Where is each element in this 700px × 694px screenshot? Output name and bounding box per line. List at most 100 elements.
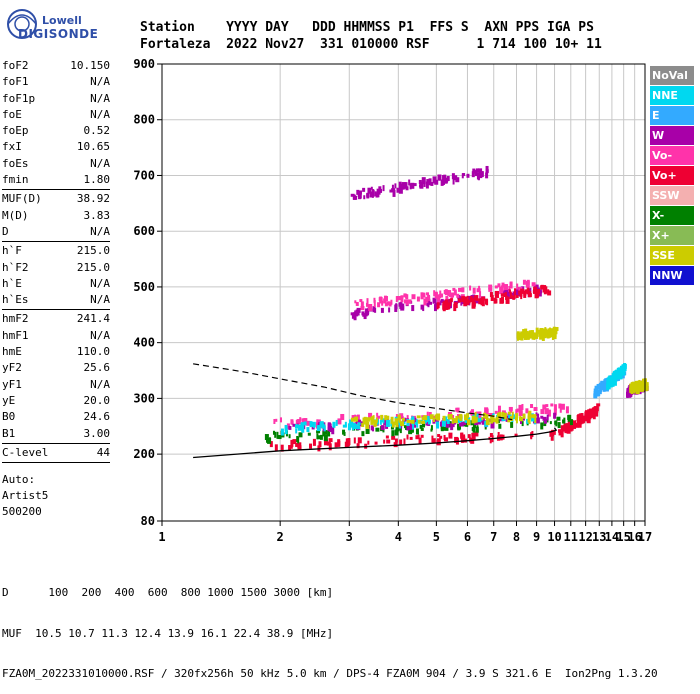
- echo-point: [427, 294, 431, 299]
- echo-point: [479, 291, 482, 299]
- echo-trace: [606, 363, 627, 390]
- echo-point: [593, 390, 597, 395]
- echo-point: [370, 418, 374, 425]
- param-value: N/A: [90, 107, 110, 121]
- echo-point: [578, 413, 583, 418]
- echo-point: [442, 415, 446, 421]
- chart-grid: [161, 63, 646, 522]
- echo-point: [460, 294, 465, 298]
- echo-point: [558, 403, 562, 409]
- echo-point: [560, 430, 564, 438]
- echo-point: [501, 296, 505, 304]
- echo-point: [611, 379, 615, 387]
- echo-point: [515, 413, 519, 419]
- echo-point: [436, 302, 440, 309]
- echo-point: [386, 415, 390, 420]
- echo-point: [367, 304, 371, 310]
- echo-point: [365, 302, 368, 307]
- echo-point: [621, 366, 624, 374]
- echo-point: [361, 423, 365, 428]
- x-tick-label: 17: [638, 530, 652, 544]
- echo-point: [403, 293, 407, 298]
- echo-point: [414, 417, 417, 424]
- param-value: N/A: [90, 328, 110, 342]
- echo-point: [442, 175, 445, 181]
- legend-entry: Vo+: [650, 166, 694, 185]
- echo-point: [522, 330, 526, 334]
- echo-point: [440, 293, 444, 298]
- echo-point: [425, 296, 429, 303]
- echo-point: [379, 419, 382, 425]
- y-tick-label: 200: [133, 447, 155, 461]
- echo-point: [274, 431, 277, 438]
- echo-point: [494, 298, 498, 304]
- echo-point: [541, 334, 545, 341]
- echo-point: [522, 329, 527, 333]
- param-row: hmF2 241.4: [2, 311, 110, 327]
- echo-point: [375, 427, 380, 432]
- echo-point: [540, 286, 544, 290]
- echo-point: [415, 435, 420, 440]
- echo-point: [480, 299, 484, 306]
- echo-point: [618, 369, 622, 374]
- echo-point: [418, 419, 423, 424]
- echo-point: [631, 381, 636, 385]
- echo-point: [485, 172, 489, 179]
- param-label: foE: [2, 107, 22, 121]
- x-tick-label: 3: [346, 530, 353, 544]
- echo-point: [286, 423, 290, 430]
- x-tick-label: 14: [605, 530, 619, 544]
- echo-point: [471, 419, 476, 424]
- echo-point: [344, 421, 347, 427]
- echo-point: [547, 409, 551, 417]
- echo-point: [436, 413, 441, 421]
- echo-point: [497, 431, 500, 436]
- echo-point: [297, 442, 302, 449]
- echo-point: [594, 385, 598, 389]
- echo-point: [448, 413, 453, 418]
- echo-point: [298, 432, 303, 438]
- echo-point: [416, 296, 420, 302]
- echo-point: [295, 419, 300, 424]
- param-value: 110.0: [76, 345, 110, 359]
- param-label: yF2: [2, 361, 22, 375]
- echo-point: [269, 441, 273, 448]
- echo-point: [469, 285, 472, 291]
- echo-point: [518, 404, 522, 411]
- echo-point: [445, 296, 449, 300]
- echo-point: [526, 288, 530, 295]
- echo-point: [420, 292, 424, 300]
- echo-point: [591, 407, 595, 415]
- echo-point: [533, 407, 538, 412]
- echo-point: [420, 434, 424, 438]
- echo-point: [377, 302, 381, 308]
- echo-point: [514, 433, 518, 437]
- echo-point: [460, 432, 464, 438]
- echo-point: [508, 406, 513, 411]
- echo-point: [460, 299, 463, 306]
- echo-point: [452, 177, 455, 185]
- footer-distance-row: D 100 200 400 600 800 1000 1500 3000 [km…: [2, 586, 334, 599]
- echo-point: [588, 408, 592, 415]
- echo-point: [356, 414, 360, 421]
- echo-point: [533, 286, 538, 293]
- echo-point: [531, 282, 536, 287]
- echo-point: [275, 418, 278, 422]
- y-tick-label: 800: [133, 113, 155, 127]
- y-tick-label: 300: [133, 391, 155, 405]
- echo-point: [606, 379, 611, 384]
- param-row: foEs N/A: [2, 156, 110, 172]
- echo-point: [629, 386, 633, 390]
- echo-point: [549, 430, 553, 437]
- echo-point: [476, 425, 479, 432]
- echo-point: [429, 414, 434, 420]
- legend-entry: SSW: [650, 186, 694, 205]
- echo-point: [579, 418, 582, 425]
- echo-point: [515, 409, 518, 415]
- echo-point: [454, 437, 457, 441]
- echo-point: [474, 299, 479, 304]
- echo-point: [392, 189, 396, 197]
- echo-point: [334, 442, 338, 448]
- echo-point: [410, 182, 415, 189]
- echo-point: [551, 429, 555, 436]
